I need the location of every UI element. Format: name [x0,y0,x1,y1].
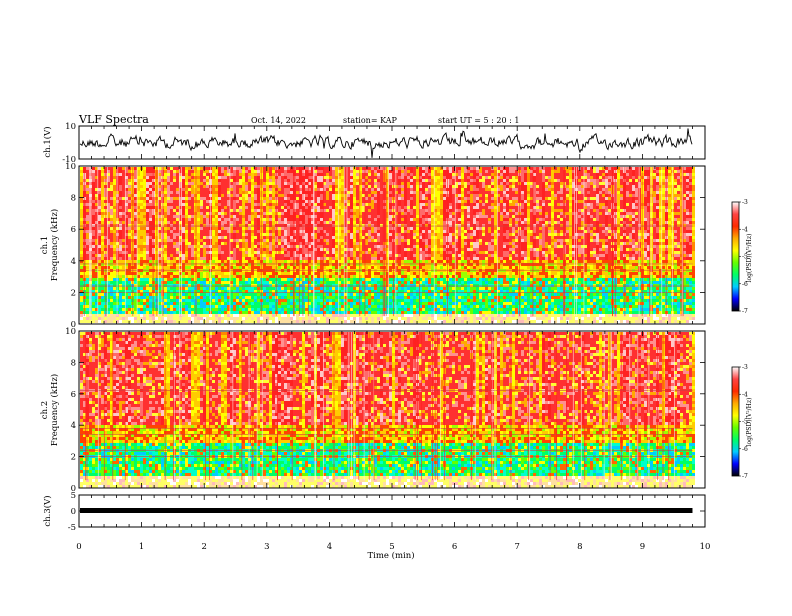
chart-title: VLF Spectra [78,113,149,126]
ch2-spec-ytick-label: 8 [71,358,76,368]
start-time-label: start UT = 5 : 20 : 1 [438,116,519,125]
x-tick-label: 8 [577,542,582,552]
ch2-spec-ytick-label: 6 [71,390,76,400]
ch1-spec-ylabel: Frequency (kHz) [49,209,60,281]
ch1-spec-ylabel-top: ch.1 [40,236,50,254]
ch1-colorbar-tick-label: -4 [742,226,748,233]
ch1-wave-ytick-label: 10 [65,122,76,132]
ch2-spec-ylabel-top: ch.2 [40,401,50,419]
x-tick-label: 4 [327,542,332,552]
ch1-spec-ytick-label: 6 [71,225,76,235]
x-tick-label: 10 [700,542,711,552]
ch3-wave-ytick-label: 0 [71,507,76,517]
ch2-colorbar-gradient [732,367,739,476]
x-tick-label: 2 [201,542,206,552]
ch2-spec-ytick-label: 2 [71,453,76,463]
ch1-spec-ytick-label: 8 [71,194,76,204]
ch2-colorbar-tick-label: -7 [742,473,748,480]
ch3-wave-ytick-label: 5 [71,491,76,501]
ch1-colorbar-gradient [732,202,739,311]
ch3-waveform-trace [80,508,692,513]
ch2-heatmap-cells [80,332,695,488]
x-tick-label: 9 [640,542,645,552]
ch1-spec-ytick-label: 10 [65,162,76,172]
ch1-colorbar-label: log(PSD)(V²/Hz) [746,234,753,283]
x-tick-label: 6 [452,542,457,552]
ch2-colorbar-tick-label: -3 [742,364,748,371]
x-tick-label: 0 [76,542,81,552]
ch1-spec-ytick-label: 2 [71,288,76,298]
station-label: station= KAP [343,116,398,125]
date-label: Oct. 14, 2022 [251,116,306,125]
x-tick-label: 1 [139,542,144,552]
ch1-waveform-panel: 10-10 [62,122,705,165]
ch1-waveform-trace [80,128,692,157]
ch1-colorbar-tick-label: -7 [742,308,748,315]
ch3-wave-ylabel: ch.3(V) [42,495,53,526]
ch1-spec-ytick-label: 4 [71,257,76,267]
x-axis-label: Time (min) [367,550,414,561]
x-tick-label: 3 [264,542,269,552]
ch2-spec-ytick-label: 4 [71,421,76,431]
ch2-spec-ylabel: Frequency (kHz) [49,374,60,446]
ch1-wave-ylabel: ch.1(V) [42,126,53,157]
ch2-colorbar-tick-label: -4 [742,391,748,398]
vlf-spectra-figure: VLF Spectra Oct. 14, 2022 station= KAP s… [0,0,792,612]
ch3-waveform-panel: 5 0 -5 [68,491,705,533]
ch2-spec-ytick-label: 10 [65,327,76,337]
x-tick-label: 7 [514,542,519,552]
ch2-colorbar-label: log(PSD)(V²/Hz) [746,398,753,447]
ch3-wave-ytick-label: -5 [68,523,76,533]
ch1-colorbar-tick-label: -3 [742,199,748,206]
ch1-heatmap-cells [80,167,695,323]
